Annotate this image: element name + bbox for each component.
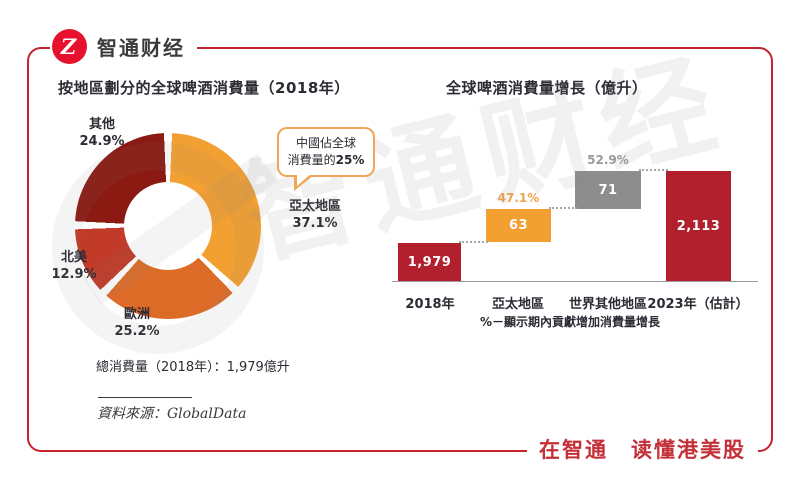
callout-line2: 消費量的25% <box>288 152 365 169</box>
callout-line2-text: 消費量的 <box>287 153 336 167</box>
waterfall-connector <box>459 241 488 243</box>
callout-line1: 中國佔全球 <box>295 135 356 150</box>
callout-tail-fill <box>297 173 312 186</box>
donut-label-name: 其他 <box>88 117 115 132</box>
brand-name: 智通财经 <box>97 36 185 60</box>
waterfall-connector <box>549 207 577 209</box>
slogan: 在智通 读懂港美股 <box>527 435 758 465</box>
waterfall-bar-2018: 1,979 <box>398 243 461 281</box>
waterfall-bar-rest-of-world: 71 <box>575 171 641 209</box>
x-label-2023: 2023年（估計） <box>647 297 749 312</box>
x-label-asia-pacific: 亞太地區 <box>491 297 544 312</box>
donut-label-pct: 37.1% <box>292 215 338 231</box>
waterfall-bar-asia-pacific: 63 <box>486 209 551 242</box>
donut-label-other: 其他 24.9% <box>62 117 142 151</box>
donut-label-europe: 歐洲 25.2% <box>97 307 177 341</box>
x-label-rest-of-world: 世界其他地區 <box>568 297 647 312</box>
donut-chart <box>75 133 261 319</box>
donut-label-name: 歐洲 <box>123 307 150 322</box>
bar-value-label: 71 <box>598 182 618 198</box>
donut-label-asia-pacific: 亞太地區 37.1% <box>272 199 358 233</box>
x-label-2018: 2018年 <box>405 297 455 312</box>
bar-value-label: 1,979 <box>407 254 452 270</box>
donut-hole <box>124 182 212 270</box>
bar-value-label: 63 <box>508 218 529 233</box>
total-consumption-note: 總消費量（2018年）：1,979億升 <box>96 360 290 375</box>
waterfall-chart-title: 全球啤酒消費量增長（億升） <box>446 79 648 97</box>
zhitong-logo-icon: Z <box>52 29 87 64</box>
pct-label-rest-of-world: 52.9% <box>587 153 629 167</box>
donut-label-name: 亞太地區 <box>288 199 341 214</box>
waterfall-bar-2023: 2,113 <box>666 171 731 281</box>
donut-label-pct: 24.9% <box>79 133 125 149</box>
brand-logo: Z 智通财经 <box>50 29 197 64</box>
donut-label-pct: 25.2% <box>114 323 160 339</box>
donut-label-name: 北美 <box>60 250 87 265</box>
callout-line2-bold: 25% <box>335 153 365 167</box>
bar-value-label: 2,113 <box>676 218 721 234</box>
x-axis-line <box>392 281 758 282</box>
donut-label-north-america: 北美 12.9% <box>34 250 114 284</box>
pct-label-asia-pacific: 47.1% <box>497 191 540 205</box>
waterfall-connector <box>639 169 668 171</box>
donut-label-pct: 12.9% <box>51 266 97 282</box>
callout-bubble: 中國佔全球 消費量的25% <box>277 127 375 177</box>
page-frame <box>27 47 773 452</box>
source-divider <box>98 397 192 398</box>
donut-chart-title: 按地區劃分的全球啤酒消費量（2018年） <box>58 79 350 97</box>
logo-glyph: Z <box>60 34 77 59</box>
source-note: 資料來源：GlobalData <box>97 406 247 422</box>
chart-footnote: %－顯示期內貢獻增加消費量增長 <box>479 315 661 329</box>
